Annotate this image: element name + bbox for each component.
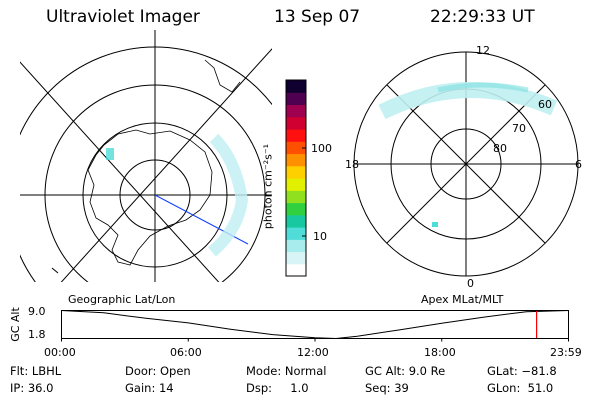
colorbar-gradient: [286, 80, 306, 277]
geo-latitude-value: GLat: −81.8: [487, 364, 557, 378]
right-panel-caption: Apex MLat/MLT: [421, 293, 504, 306]
continent-outline: [87, 129, 213, 266]
colorbar: [285, 79, 307, 277]
mlt-label-0: 0: [467, 277, 474, 290]
colorbar-segment: [286, 178, 306, 191]
colorbar-tick-label: 100: [311, 142, 332, 155]
time-tick-label: 06:00: [170, 346, 202, 359]
mlt-label-12: 12: [476, 44, 490, 57]
dsp-value: Dsp: 1.0: [246, 381, 309, 395]
mlt-label-18: 18: [345, 158, 359, 171]
mlat-label-80: 80: [493, 142, 507, 155]
colorbar-segment: [286, 153, 306, 167]
filter-value: Flt: LBHL: [10, 364, 62, 378]
colorbar-segment: [286, 239, 306, 253]
altitude-series-line: [61, 310, 569, 340]
mlt-diagonal: [386, 84, 546, 244]
altitude-chart-frame: [61, 310, 569, 339]
aurora-band: [208, 133, 249, 257]
time-tick-label: 18:00: [424, 346, 456, 359]
geo-longitude-value: GLon: 51.0: [487, 381, 554, 395]
colorbar-unit-label: photon cm⁻²s⁻¹: [261, 143, 275, 230]
left-panel-caption: Geographic Lat/Lon: [68, 293, 176, 306]
mode-value: Mode: Normal: [246, 364, 327, 378]
coast-fragment: [204, 59, 241, 93]
colorbar-segment: [286, 190, 306, 204]
altitude-chart: [61, 310, 569, 342]
mlat-label-60: 60: [538, 98, 552, 111]
colorbar-segment: [286, 129, 306, 142]
observation-time: 22:29:33 UT: [430, 7, 535, 27]
colorbar-segment: [286, 92, 306, 106]
imager-title: Ultraviolet Imager: [46, 7, 200, 27]
sequence-value: Seq: 39: [365, 381, 409, 395]
colorbar-segment: [286, 80, 306, 93]
colorbar-segment: [286, 141, 306, 155]
ip-value: IP: 36.0: [10, 381, 54, 395]
altitude-ytick: 9.0: [28, 305, 46, 318]
colorbar-segment: [286, 104, 306, 118]
colorbar-tick-label: 10: [313, 230, 327, 243]
mlt-label-6: 6: [575, 158, 582, 171]
colorbar-segment: [286, 227, 306, 240]
time-tick-label: 00:00: [44, 346, 76, 359]
colorbar-segment: [286, 263, 306, 277]
colorbar-segment: [286, 165, 306, 179]
time-tick-label: 12:00: [297, 346, 329, 359]
colorbar-segment: [286, 116, 306, 130]
colorbar-segment: [286, 251, 306, 265]
aurora-oval-core: [437, 82, 529, 93]
colorbar-frame: [285, 79, 307, 277]
time-tick-label: 23:59: [550, 346, 582, 359]
meridian: [60, 48, 272, 282]
geographic-map: [20, 30, 272, 282]
aurora-spot: [432, 222, 438, 227]
magnetic-polar-plot: [353, 51, 579, 277]
colorbar-segment: [286, 202, 306, 216]
altitude-axis-label: GC Alt: [8, 307, 22, 342]
aurora-oval: [378, 82, 558, 120]
colorbar-segment: [286, 214, 306, 228]
gain-value: Gain: 14: [125, 381, 174, 395]
observation-date: 13 Sep 07: [274, 7, 361, 27]
altitude-ytick: 1.8: [28, 328, 46, 341]
mlat-label-70: 70: [512, 122, 526, 135]
coast-fragment: [51, 267, 59, 274]
aurora-spot: [106, 148, 114, 160]
door-value: Door: Open: [125, 364, 191, 378]
gc-altitude-value: GC Alt: 9.0 Re: [365, 364, 446, 378]
